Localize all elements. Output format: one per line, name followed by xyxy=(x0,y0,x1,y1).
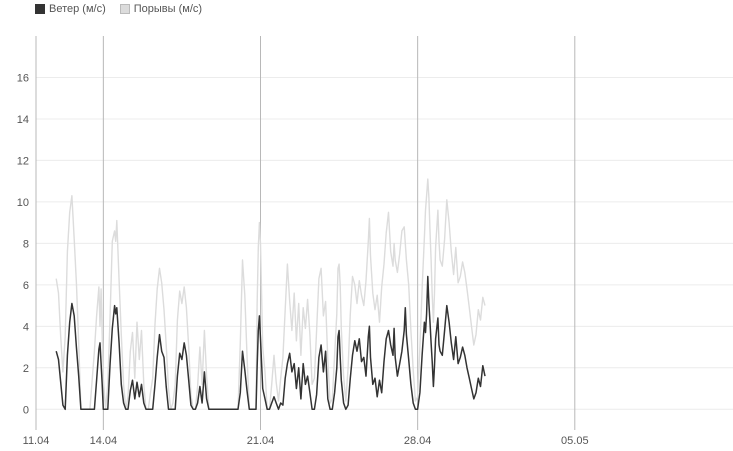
x-tick-label: 21.04 xyxy=(247,435,275,447)
series-line-gust xyxy=(55,178,486,410)
y-tick-label: 10 xyxy=(17,197,29,209)
chart-legend: Ветер (м/с) Порывы (м/с) xyxy=(35,3,202,15)
legend-label-gust: Порывы (м/с) xyxy=(133,3,203,15)
legend-swatch-gust xyxy=(119,4,130,14)
legend-swatch-wind xyxy=(35,4,45,14)
series-line-wind xyxy=(55,275,486,411)
y-tick-label: 4 xyxy=(23,321,29,333)
y-tick-label: 0 xyxy=(23,404,29,416)
legend-item-wind[interactable]: Ветер (м/с) xyxy=(35,3,106,15)
y-tick-label: 2 xyxy=(23,363,29,375)
x-tick-label: 28.04 xyxy=(404,435,432,447)
legend-label-wind: Ветер (м/с) xyxy=(49,3,106,15)
y-tick-label: 8 xyxy=(23,238,29,250)
x-tick-label: 14.04 xyxy=(90,435,118,447)
y-tick-label: 12 xyxy=(17,155,29,167)
y-tick-label: 16 xyxy=(17,72,29,84)
x-tick-label: 05.05 xyxy=(561,435,589,447)
y-tick-label: 14 xyxy=(17,114,29,126)
legend-item-gust[interactable]: Порывы (м/с) xyxy=(119,3,203,15)
y-tick-label: 6 xyxy=(23,280,29,292)
x-tick-label: 11.04 xyxy=(23,435,50,447)
